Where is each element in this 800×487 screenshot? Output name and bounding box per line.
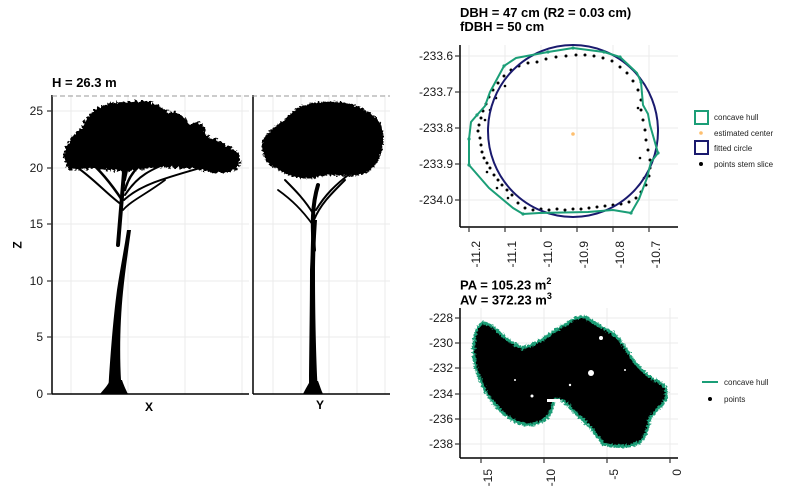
crown-x-tick-2: -10 [544,469,558,487]
stem-y-tick-4: -233.9 [418,157,453,171]
stem-slice-panel [455,44,678,232]
dbh-title: DBH = 47 cm (R2 = 0.03 cm) [460,5,632,20]
y-tick-15: 15 [29,217,43,231]
tree-silhouette-y [262,101,384,394]
crown-x-tick-3: -5 [607,469,621,480]
stem-x-tick-4: -10.9 [577,241,591,269]
stem-x-tick-5: -10.8 [613,241,627,269]
hull-vertices [467,46,660,216]
fitted-circle [487,44,659,218]
crown-y-tick-5: -236 [428,412,453,426]
stem-y-tick-1: -233.6 [418,49,453,63]
legend-crown-concave-hull: concave hull [724,378,769,387]
crown-projection-panel [455,308,678,463]
y-tick-10: 10 [29,274,43,288]
y-tick-5: 5 [36,330,43,344]
y-tick-20: 20 [29,161,43,175]
stem-x-tick-1: -11.2 [469,241,483,268]
stem-concave-hull [468,47,659,215]
stem-slice-points [476,53,652,212]
tree-silhouette-x [64,100,241,394]
z-axis-label: Z [10,241,25,249]
stem-x-tick-6: -10.7 [649,241,663,269]
legend-points-stem-slice: points stem slice [714,160,774,169]
stem-y-tick-2: -233.7 [418,85,453,99]
facet-label-y: Y [316,398,325,412]
height-title: H = 26.3 m [52,75,117,90]
legend-fitted-circle: fitted circle [714,144,753,153]
crown-y-tick-1: -228 [428,311,453,325]
legend-concave-hull: concave hull [714,113,759,122]
stem-x-tick-2: -11.1 [505,241,519,268]
crown-x-tick-1: -15 [481,469,495,487]
stem-legend-keys [694,110,709,166]
crown-y-tick-2: -230 [428,336,453,350]
facet-label-x: X [145,400,154,414]
y-tick-0: 0 [36,387,43,401]
crown-projection-area [472,315,668,448]
legend-crown-points: points [724,395,746,404]
facet-x-panel [51,95,249,395]
pa-title: PA = 105.23 m2 [460,276,552,293]
crown-y-tick-3: -232 [428,361,453,375]
av-title: AV = 372.23 m3 [460,291,552,308]
left-y-tick-marks [47,110,52,395]
estimated-center [571,132,575,136]
stem-y-tick-5: -234.0 [418,193,453,207]
stem-x-tick-3: -11.0 [541,241,555,268]
facet-y-panel [252,95,390,395]
crown-gaps [514,336,626,402]
stem-y-tick-3: -233.8 [418,121,453,135]
y-tick-25: 25 [29,104,43,118]
legend-estimated-center: estimated center [714,129,774,138]
crown-y-tick-6: -238 [428,437,453,451]
crown-x-tick-4: 0 [670,469,684,476]
fdbh-title: fDBH = 50 cm [460,19,545,34]
crown-y-tick-4: -234 [428,387,453,401]
crown-legend-keys [702,381,718,401]
